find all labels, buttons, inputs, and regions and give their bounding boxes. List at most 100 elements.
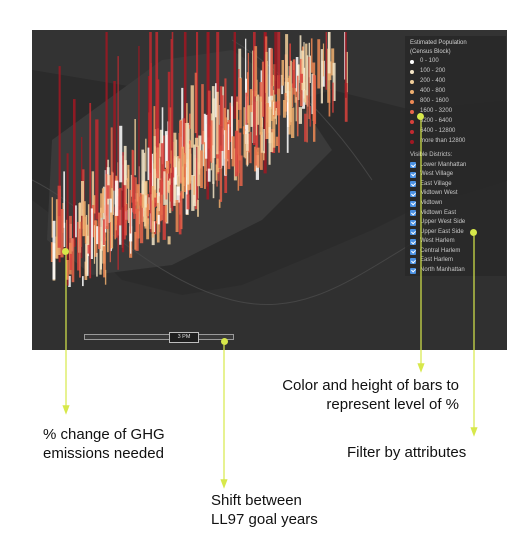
population-bar (151, 186, 155, 238)
population-bar (246, 130, 249, 151)
district-label: East Village (420, 180, 452, 187)
population-bar (168, 107, 172, 164)
population-bar (270, 132, 274, 152)
district-filter-item[interactable]: Lower Manhattan (410, 161, 501, 171)
population-bar (106, 219, 109, 253)
population-bar (194, 137, 199, 147)
population-bar (227, 124, 230, 150)
district-filter-item[interactable]: Central Harlem (410, 247, 501, 257)
population-bar (151, 234, 155, 246)
population-bar (281, 60, 284, 86)
population-bar (153, 136, 156, 191)
population-bar (224, 78, 227, 137)
population-bar (263, 150, 265, 161)
population-bar (135, 177, 137, 206)
population-bar (259, 96, 262, 135)
population-bar (268, 127, 271, 165)
population-bar (325, 32, 327, 90)
population-bar (170, 150, 173, 173)
population-bar (303, 42, 305, 99)
population-bar (63, 222, 66, 247)
population-bar (212, 145, 215, 184)
district-filter-item[interactable]: Midtown East (410, 208, 501, 218)
district-filter-item[interactable]: North Manhattan (410, 266, 501, 276)
population-bar (215, 164, 218, 181)
population-bar (242, 126, 245, 135)
population-bar (268, 47, 272, 110)
population-bar (189, 113, 191, 129)
district-filter-item[interactable]: Upper West Side (410, 218, 501, 228)
population-bar (344, 32, 347, 98)
map-view[interactable]: Estimated Population (Census Block) 0 - … (32, 30, 507, 350)
population-bar (81, 181, 84, 216)
district-checkbox[interactable] (410, 229, 416, 236)
population-bar (60, 209, 64, 258)
district-label: West Village (420, 171, 454, 178)
population-bar (156, 128, 159, 161)
annotation-dot-slider (221, 338, 228, 345)
population-bar (127, 178, 130, 189)
population-bar (283, 100, 286, 118)
district-filter-item[interactable]: West Harlem (410, 237, 501, 247)
population-bar (275, 108, 277, 125)
legend-label: 800 - 1600 (420, 98, 449, 105)
population-bar (66, 153, 69, 286)
population-bar (93, 225, 96, 264)
population-bar (164, 204, 168, 223)
district-filter-item[interactable]: East Village (410, 180, 501, 190)
population-bar (135, 208, 139, 251)
district-checkbox[interactable] (410, 191, 416, 198)
population-bar (257, 94, 260, 125)
population-bar (212, 181, 215, 199)
population-bar (107, 185, 110, 199)
district-checkbox[interactable] (410, 210, 416, 217)
population-bar (327, 32, 331, 74)
district-checkbox[interactable] (410, 267, 416, 274)
population-bar (172, 158, 176, 206)
district-filter-item[interactable]: Upper East Side (410, 228, 501, 238)
district-checkbox[interactable] (410, 248, 416, 255)
legend-swatch (410, 140, 414, 144)
time-slider-track[interactable] (84, 334, 234, 340)
population-bar (263, 129, 265, 154)
population-bar (201, 84, 204, 145)
district-filter-item[interactable]: Midtown West (410, 189, 501, 199)
annotation-dot-ghg (62, 248, 69, 255)
population-bar (156, 147, 159, 179)
legend-swatch (410, 60, 414, 64)
district-checkbox[interactable] (410, 200, 416, 207)
district-checkbox[interactable] (410, 181, 416, 188)
district-filter-list: Lower Manhattan West Village East Village M… (410, 161, 501, 276)
district-checkbox[interactable] (410, 258, 416, 265)
population-legend-subtitle: (Census Block) (410, 48, 451, 55)
district-filter-item[interactable]: East Harlem (410, 256, 501, 266)
district-checkbox[interactable] (410, 239, 416, 246)
population-bar (305, 43, 308, 105)
population-bar (139, 193, 144, 244)
population-bar (215, 83, 217, 118)
population-bar (200, 150, 203, 188)
population-bar (234, 130, 239, 177)
population-bar (160, 143, 164, 195)
population-legend-row: more than 12800 (410, 137, 501, 147)
district-checkbox[interactable] (410, 171, 416, 178)
time-slider-thumb[interactable]: 3 PM (169, 332, 199, 343)
population-legend-row: 800 - 1600 (410, 97, 501, 107)
population-bar (119, 209, 122, 245)
population-bar (94, 220, 98, 257)
population-bar (210, 120, 214, 163)
population-bar (285, 34, 289, 97)
district-filter-item[interactable]: Midtown (410, 199, 501, 209)
district-checkbox[interactable] (410, 219, 416, 226)
population-bar (286, 90, 289, 153)
population-bar (207, 32, 210, 138)
population-bars (50, 32, 348, 287)
population-bar (164, 169, 168, 200)
population-bar (100, 207, 103, 251)
district-filter-item[interactable]: West Village (410, 170, 501, 180)
population-bar (156, 79, 160, 174)
district-checkbox[interactable] (410, 162, 416, 169)
population-legend-title: Estimated Population (410, 40, 467, 46)
population-bar (185, 162, 189, 215)
population-bar (138, 46, 140, 212)
